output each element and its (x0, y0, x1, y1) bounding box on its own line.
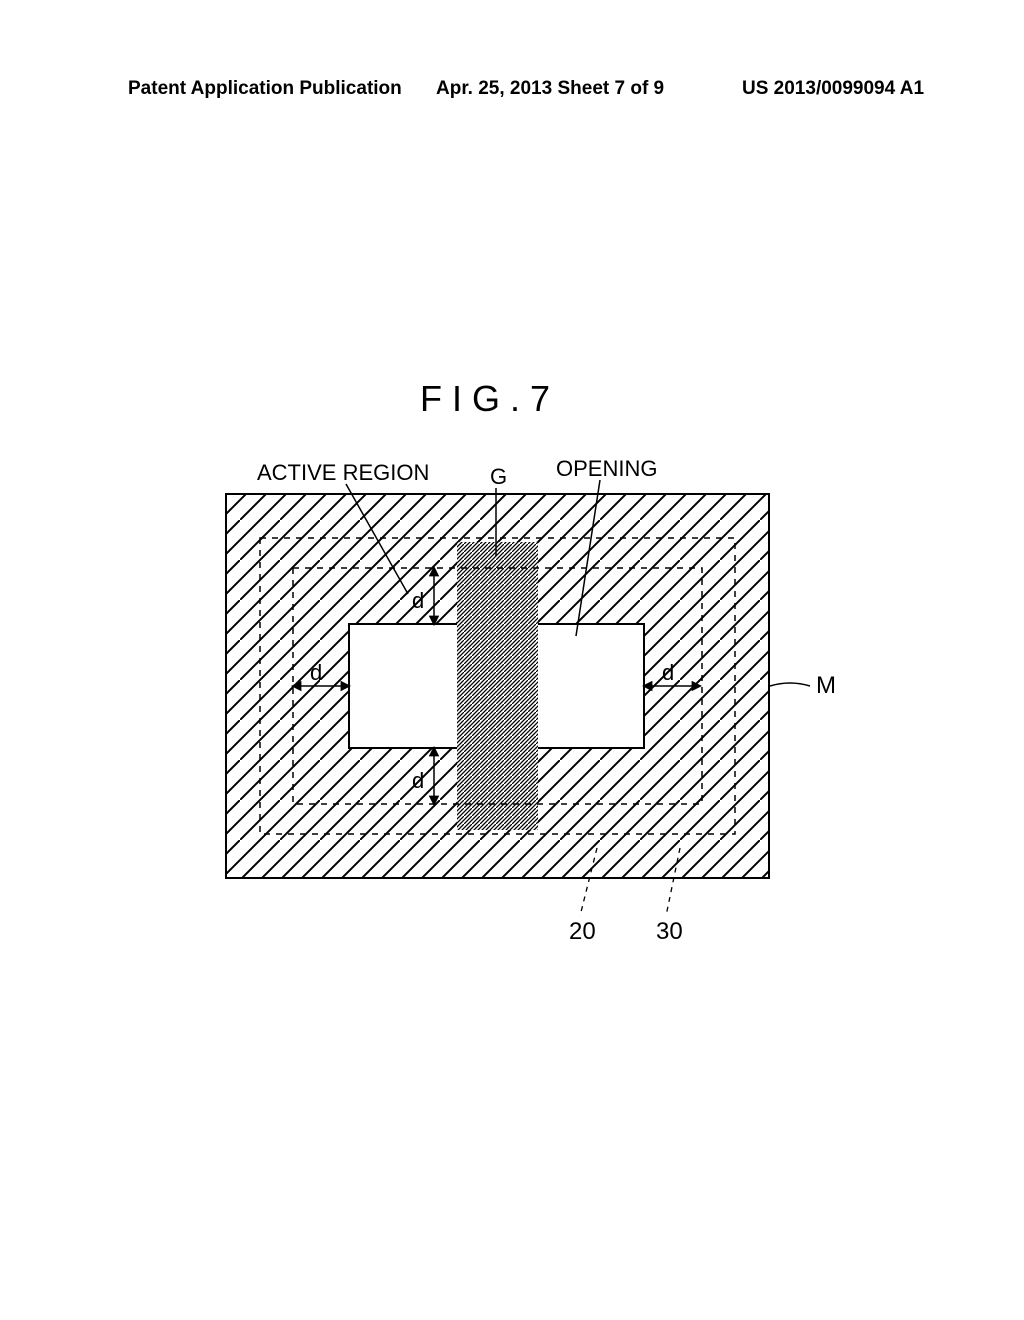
figure-svg: d d d d (0, 0, 1024, 1320)
d-label-bottom: d (412, 768, 424, 793)
gate-rect-hatch (457, 542, 538, 830)
d-label-top: d (412, 588, 424, 613)
d-label-right: d (662, 660, 674, 685)
leader-m (770, 683, 810, 686)
page: Patent Application Publication Apr. 25, … (0, 0, 1024, 1320)
d-label-left: d (310, 660, 322, 685)
